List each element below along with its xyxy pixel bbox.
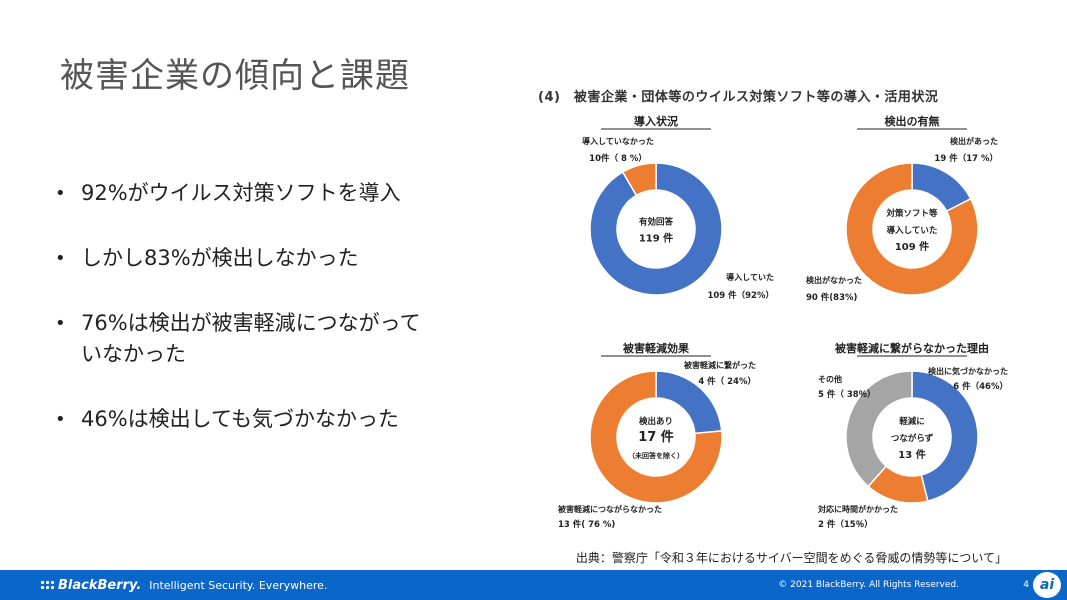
chart-title: 被害軽減効果: [623, 341, 689, 355]
donut-center-label: 13 件: [898, 448, 925, 461]
slice-value-label: 13 件( 76 %): [558, 519, 615, 530]
bullet-item: • 76%は検出が被害軽減につながって いなかった: [55, 308, 495, 370]
donut-slice: [621, 162, 657, 197]
donut-center-label: 109 件: [895, 240, 929, 253]
chart-title: 検出の有無: [885, 114, 940, 128]
brand-name: BlackBerry.: [58, 577, 142, 593]
donut-slice: [845, 162, 979, 296]
donut-center-label: 導入していた: [887, 225, 938, 236]
bullet-item: • 46%は検出しても気づかなかった: [55, 404, 495, 435]
bullet-dot-icon: •: [55, 248, 66, 269]
corner-logo: ai: [1033, 572, 1061, 598]
chart-panel-title: (4) 被害企業・団体等のウイルス対策ソフト等の導入・活用状況: [538, 90, 939, 105]
page-number: 4: [1023, 580, 1029, 590]
donut-center-label: つながらず: [891, 433, 934, 444]
bullet-text: 76%は検出が被害軽減につながって いなかった: [81, 311, 421, 366]
donut-center-label: 有効回答: [639, 217, 674, 228]
slice-value-label: 19 件（17 %）: [934, 153, 998, 164]
chart-title: 被害軽減に繋がらなかった理由: [835, 341, 989, 355]
slice-value-label: 6 件（46%）: [953, 381, 1008, 392]
source-note: 出典：警察庁「令和３年におけるサイバー空間をめぐる脅威の情勢等について」: [575, 551, 1007, 565]
donut-slice: [911, 370, 979, 502]
brand-logo: BlackBerry.: [40, 578, 141, 593]
slice-value-label: 5 件（ 38％）: [818, 389, 876, 400]
bullet-dot-icon: •: [55, 313, 66, 334]
slice-value-label: 2 件（15％）: [818, 519, 873, 530]
slice-value-label: 109 件（92%）: [707, 290, 774, 301]
bullet-item: • しかし83%が検出しなかった: [55, 243, 495, 274]
bullet-text: しかし83%が検出しなかった: [81, 246, 359, 270]
slice-label: 導入していなかった: [582, 136, 654, 146]
donut-center-label: 17 件: [638, 429, 674, 445]
slice-value-label: 4 件（ 24%）: [698, 376, 756, 387]
slice-value-label: 90 件(83%): [806, 292, 858, 303]
slice-label: 対応に時間がかかった: [817, 504, 898, 514]
donut-center-label: （未回答を除く）: [628, 451, 684, 460]
slice-label: 被害軽減につながらなかった: [558, 504, 662, 514]
donut-center-label: 119 件: [639, 232, 673, 245]
slice-label: 検出がなかった: [806, 275, 862, 285]
donut-slice: [589, 370, 723, 504]
brand-tagline: Intelligent Security. Everywhere.: [149, 578, 328, 592]
bullet-dot-icon: •: [55, 409, 66, 430]
donut-slice: [589, 162, 723, 296]
donut-slice: [845, 370, 913, 488]
donut-center-label: 対策ソフト等: [885, 208, 938, 219]
donut-center-label: 軽減に: [899, 416, 925, 427]
bullet-item: • 92%がウイルス対策ソフトを導入: [55, 178, 495, 209]
slide-title: 被害企業の傾向と課題: [60, 56, 410, 96]
bullet-list: • 92%がウイルス対策ソフトを導入 • しかし83%が検出しなかった • 76%は検…: [55, 178, 495, 469]
chart-title: 導入状況: [634, 114, 678, 128]
slice-label: 導入していた: [726, 272, 774, 282]
copyright: © 2021 BlackBerry. All Rights Reserved.: [778, 580, 959, 590]
slice-label: その他: [818, 374, 842, 384]
bullet-dot-icon: •: [55, 183, 66, 204]
donut-center-label: 検出あり: [639, 416, 673, 427]
slice-label: 被害軽減に繋がった: [684, 360, 756, 370]
slice-label: 検出に気づかなかった: [928, 366, 1008, 376]
footer-bar: BlackBerry. Intelligent Security. Everyw…: [0, 570, 1067, 600]
bullet-text: 92%がウイルス対策ソフトを導入: [81, 181, 401, 205]
bullet-text: 46%は検出しても気づかなかった: [81, 407, 399, 431]
slice-label: 検出があった: [950, 136, 998, 146]
slice-value-label: 10件（ 8 %）: [589, 153, 647, 164]
blackberry-logo-icon: [40, 580, 54, 590]
